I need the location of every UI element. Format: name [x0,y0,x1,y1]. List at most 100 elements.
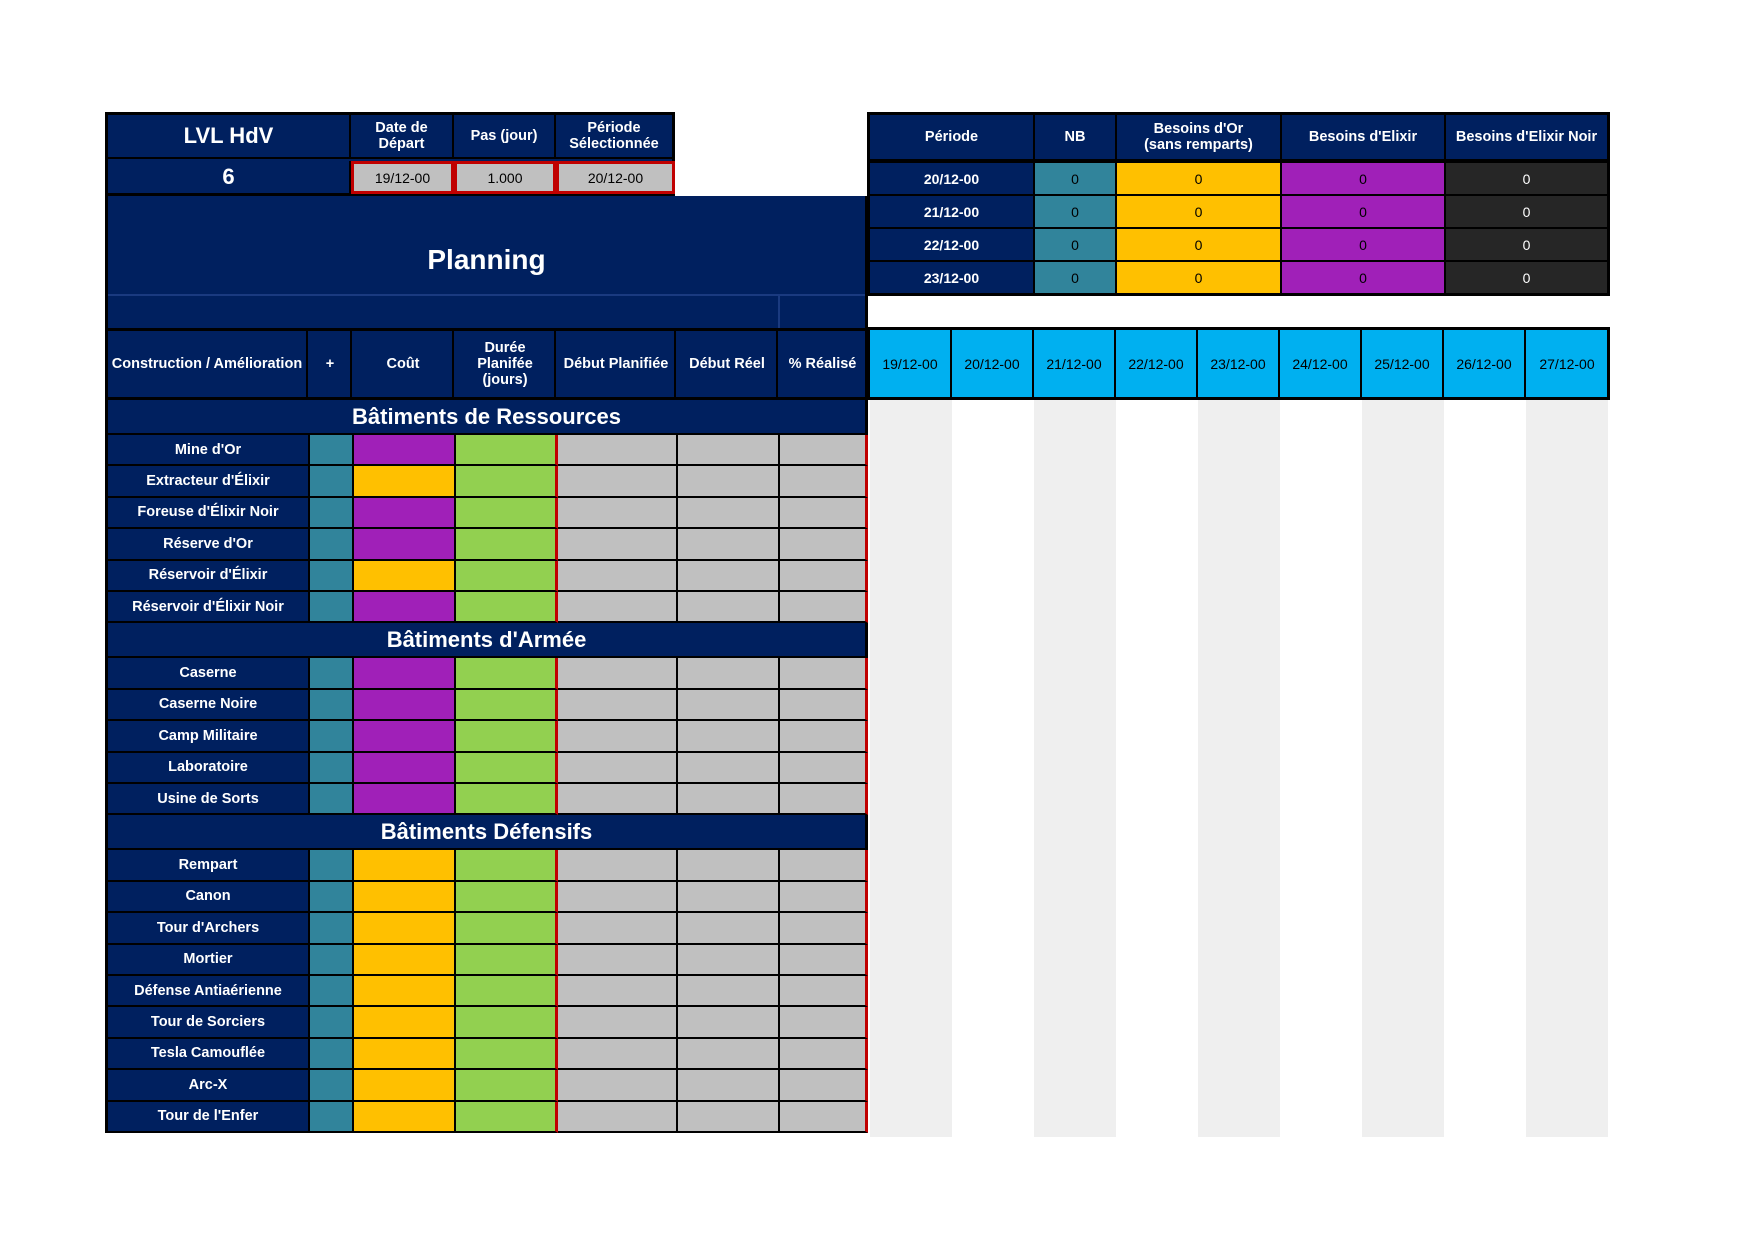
item-cost-cell[interactable] [354,1007,456,1039]
item-duration-cell[interactable] [456,976,558,1008]
item-percent-cell[interactable] [780,881,868,914]
item-cost-cell[interactable] [354,592,456,624]
item-add-cell[interactable] [310,592,354,624]
item-add-cell[interactable] [310,1038,354,1071]
item-percent-cell[interactable] [780,721,868,753]
item-actual-start-cell[interactable] [678,1101,780,1133]
item-cost-cell[interactable] [354,435,456,467]
item-actual-start-cell[interactable] [678,721,780,753]
item-planned-start-cell[interactable] [558,1007,678,1039]
item-cost-cell[interactable] [354,976,456,1008]
item-planned-start-cell[interactable] [558,976,678,1008]
item-planned-start-cell[interactable] [558,1101,678,1133]
item-percent-cell[interactable] [780,592,868,624]
item-add-cell[interactable] [310,1101,354,1133]
item-cost-cell[interactable] [354,466,456,498]
item-actual-start-cell[interactable] [678,944,780,976]
item-actual-start-cell[interactable] [678,592,780,624]
item-planned-start-cell[interactable] [558,466,678,498]
item-add-cell[interactable] [310,435,354,467]
item-duration-cell[interactable] [456,658,558,690]
item-duration-cell[interactable] [456,592,558,624]
item-cost-cell[interactable] [354,784,456,816]
item-duration-cell[interactable] [456,1101,558,1133]
item-planned-start-cell[interactable] [558,658,678,690]
item-cost-cell[interactable] [354,752,456,784]
item-planned-start-cell[interactable] [558,1070,678,1102]
item-duration-cell[interactable] [456,913,558,945]
item-add-cell[interactable] [310,466,354,498]
item-duration-cell[interactable] [456,560,558,592]
item-cost-cell[interactable] [354,721,456,753]
item-duration-cell[interactable] [456,497,558,530]
item-cost-cell[interactable] [354,850,456,882]
item-actual-start-cell[interactable] [678,435,780,467]
item-actual-start-cell[interactable] [678,913,780,945]
item-actual-start-cell[interactable] [678,784,780,816]
item-duration-cell[interactable] [456,1007,558,1039]
item-cost-cell[interactable] [354,1038,456,1071]
item-planned-start-cell[interactable] [558,435,678,467]
item-cost-cell[interactable] [354,658,456,690]
item-add-cell[interactable] [310,1070,354,1102]
item-cost-cell[interactable] [354,689,456,722]
item-percent-cell[interactable] [780,913,868,945]
item-planned-start-cell[interactable] [558,850,678,882]
item-cost-cell[interactable] [354,944,456,976]
item-cost-cell[interactable] [354,1070,456,1102]
item-cost-cell[interactable] [354,913,456,945]
item-duration-cell[interactable] [456,881,558,914]
item-percent-cell[interactable] [780,1070,868,1102]
item-duration-cell[interactable] [456,1070,558,1102]
item-planned-start-cell[interactable] [558,529,678,561]
item-percent-cell[interactable] [780,466,868,498]
item-planned-start-cell[interactable] [558,560,678,592]
item-actual-start-cell[interactable] [678,1038,780,1071]
item-percent-cell[interactable] [780,529,868,561]
item-percent-cell[interactable] [780,1038,868,1071]
item-duration-cell[interactable] [456,850,558,882]
item-planned-start-cell[interactable] [558,497,678,530]
item-percent-cell[interactable] [780,658,868,690]
item-percent-cell[interactable] [780,752,868,784]
item-add-cell[interactable] [310,913,354,945]
step-input[interactable]: 1.000 [454,161,556,194]
item-planned-start-cell[interactable] [558,944,678,976]
item-duration-cell[interactable] [456,944,558,976]
item-planned-start-cell[interactable] [558,1038,678,1071]
item-actual-start-cell[interactable] [678,881,780,914]
item-planned-start-cell[interactable] [558,689,678,722]
item-add-cell[interactable] [310,560,354,592]
item-duration-cell[interactable] [456,529,558,561]
item-planned-start-cell[interactable] [558,784,678,816]
item-cost-cell[interactable] [354,881,456,914]
item-percent-cell[interactable] [780,1101,868,1133]
item-percent-cell[interactable] [780,944,868,976]
item-cost-cell[interactable] [354,497,456,530]
item-cost-cell[interactable] [354,560,456,592]
item-actual-start-cell[interactable] [678,1070,780,1102]
item-percent-cell[interactable] [780,497,868,530]
item-duration-cell[interactable] [456,1038,558,1071]
item-percent-cell[interactable] [780,689,868,722]
item-cost-cell[interactable] [354,529,456,561]
period-input[interactable]: 20/12-00 [556,161,675,194]
item-percent-cell[interactable] [780,560,868,592]
item-add-cell[interactable] [310,529,354,561]
item-add-cell[interactable] [310,658,354,690]
item-add-cell[interactable] [310,497,354,530]
item-add-cell[interactable] [310,881,354,914]
item-percent-cell[interactable] [780,1007,868,1039]
item-actual-start-cell[interactable] [678,497,780,530]
item-duration-cell[interactable] [456,784,558,816]
item-percent-cell[interactable] [780,435,868,467]
item-percent-cell[interactable] [780,784,868,816]
item-add-cell[interactable] [310,689,354,722]
item-cost-cell[interactable] [354,1101,456,1133]
item-actual-start-cell[interactable] [678,560,780,592]
item-duration-cell[interactable] [456,689,558,722]
item-add-cell[interactable] [310,1007,354,1039]
item-duration-cell[interactable] [456,721,558,753]
item-actual-start-cell[interactable] [678,658,780,690]
item-duration-cell[interactable] [456,752,558,784]
